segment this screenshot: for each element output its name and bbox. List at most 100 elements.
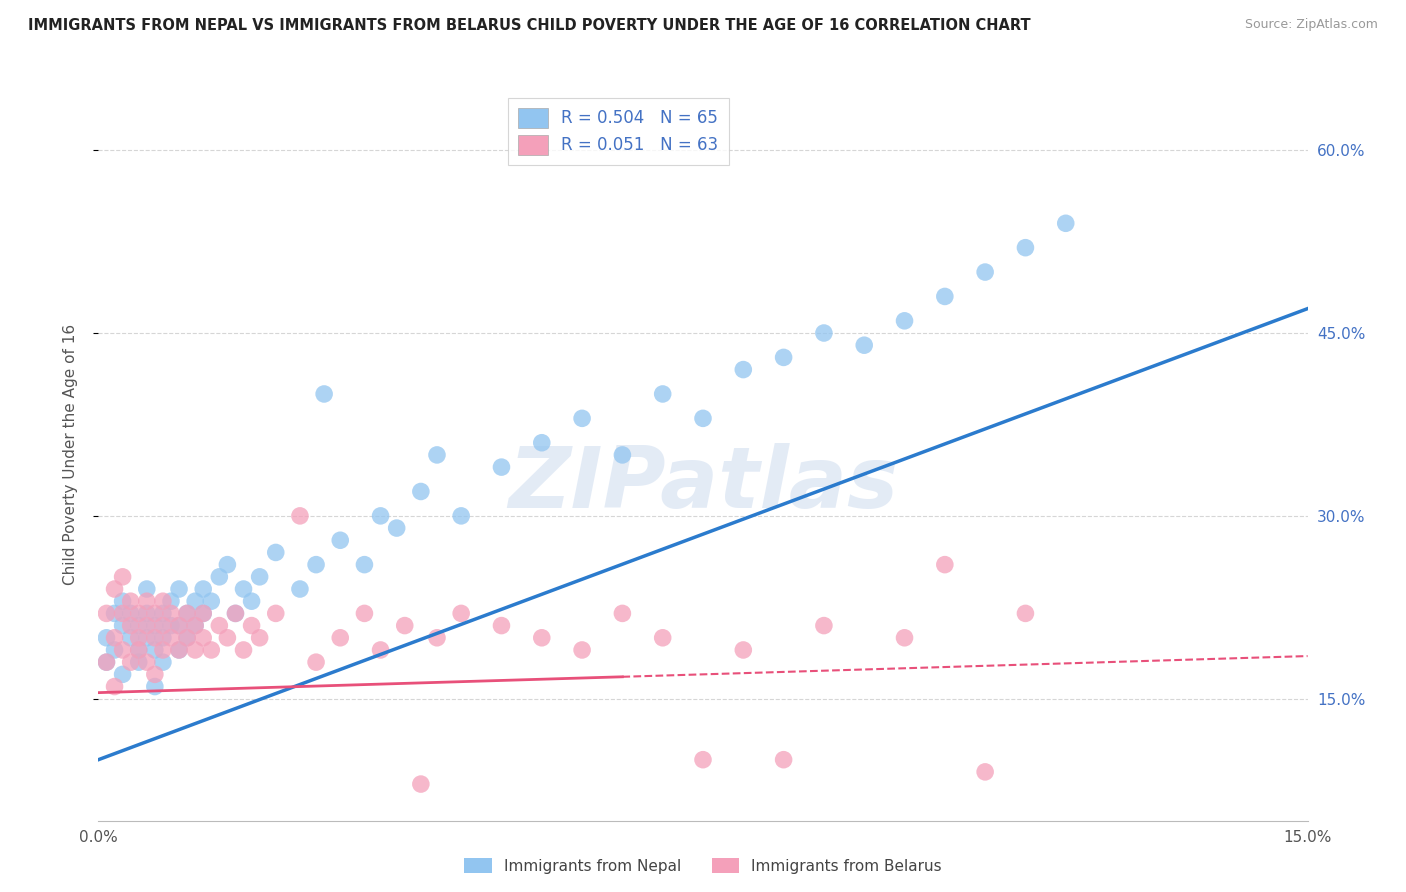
- Point: [692, 411, 714, 425]
- Point: [193, 607, 215, 621]
- Point: [288, 582, 311, 596]
- Point: [385, 521, 408, 535]
- Point: [167, 582, 190, 596]
- Point: [160, 607, 183, 621]
- Point: [143, 631, 166, 645]
- Point: [184, 618, 207, 632]
- Point: [232, 582, 254, 596]
- Point: [120, 607, 142, 621]
- Point: [184, 643, 207, 657]
- Point: [135, 631, 157, 645]
- Point: [314, 387, 336, 401]
- Point: [1054, 216, 1077, 230]
- Point: [934, 558, 956, 572]
- Point: [176, 631, 198, 645]
- Point: [143, 607, 166, 621]
- Point: [152, 643, 174, 657]
- Point: [249, 570, 271, 584]
- Point: [103, 607, 125, 621]
- Point: [184, 618, 207, 632]
- Point: [120, 631, 142, 645]
- Point: [111, 667, 134, 681]
- Point: [1014, 607, 1036, 621]
- Text: ZIPatlas: ZIPatlas: [508, 442, 898, 525]
- Point: [217, 558, 239, 572]
- Point: [232, 643, 254, 657]
- Point: [193, 607, 215, 621]
- Point: [934, 289, 956, 303]
- Point: [120, 618, 142, 632]
- Point: [135, 655, 157, 669]
- Point: [152, 631, 174, 645]
- Point: [111, 570, 134, 584]
- Point: [143, 643, 166, 657]
- Point: [426, 448, 449, 462]
- Point: [651, 631, 673, 645]
- Point: [167, 643, 190, 657]
- Point: [111, 618, 134, 632]
- Point: [409, 484, 432, 499]
- Point: [329, 631, 352, 645]
- Point: [111, 607, 134, 621]
- Point: [370, 643, 392, 657]
- Point: [200, 643, 222, 657]
- Point: [893, 631, 915, 645]
- Point: [111, 594, 134, 608]
- Point: [974, 265, 997, 279]
- Point: [143, 680, 166, 694]
- Point: [571, 643, 593, 657]
- Point: [208, 570, 231, 584]
- Point: [160, 618, 183, 632]
- Point: [184, 594, 207, 608]
- Point: [96, 655, 118, 669]
- Point: [733, 643, 755, 657]
- Point: [160, 594, 183, 608]
- Point: [120, 655, 142, 669]
- Point: [103, 680, 125, 694]
- Point: [240, 618, 263, 632]
- Point: [305, 558, 328, 572]
- Text: Source: ZipAtlas.com: Source: ZipAtlas.com: [1244, 18, 1378, 31]
- Point: [96, 655, 118, 669]
- Point: [103, 631, 125, 645]
- Point: [853, 338, 876, 352]
- Point: [813, 326, 835, 340]
- Point: [111, 643, 134, 657]
- Point: [692, 753, 714, 767]
- Point: [193, 582, 215, 596]
- Point: [612, 607, 634, 621]
- Point: [152, 607, 174, 621]
- Point: [167, 643, 190, 657]
- Point: [491, 618, 513, 632]
- Point: [353, 558, 375, 572]
- Point: [450, 607, 472, 621]
- Point: [96, 631, 118, 645]
- Point: [224, 607, 246, 621]
- Point: [135, 618, 157, 632]
- Point: [128, 631, 150, 645]
- Point: [167, 618, 190, 632]
- Point: [128, 618, 150, 632]
- Point: [370, 508, 392, 523]
- Point: [813, 618, 835, 632]
- Point: [128, 643, 150, 657]
- Point: [143, 618, 166, 632]
- Point: [135, 594, 157, 608]
- Point: [167, 618, 190, 632]
- Point: [193, 631, 215, 645]
- Point: [217, 631, 239, 645]
- Point: [651, 387, 673, 401]
- Point: [128, 607, 150, 621]
- Point: [200, 594, 222, 608]
- Point: [103, 582, 125, 596]
- Point: [208, 618, 231, 632]
- Point: [305, 655, 328, 669]
- Point: [450, 508, 472, 523]
- Point: [353, 607, 375, 621]
- Text: IMMIGRANTS FROM NEPAL VS IMMIGRANTS FROM BELARUS CHILD POVERTY UNDER THE AGE OF : IMMIGRANTS FROM NEPAL VS IMMIGRANTS FROM…: [28, 18, 1031, 33]
- Point: [288, 508, 311, 523]
- Point: [530, 631, 553, 645]
- Point: [224, 607, 246, 621]
- Point: [733, 362, 755, 376]
- Point: [264, 607, 287, 621]
